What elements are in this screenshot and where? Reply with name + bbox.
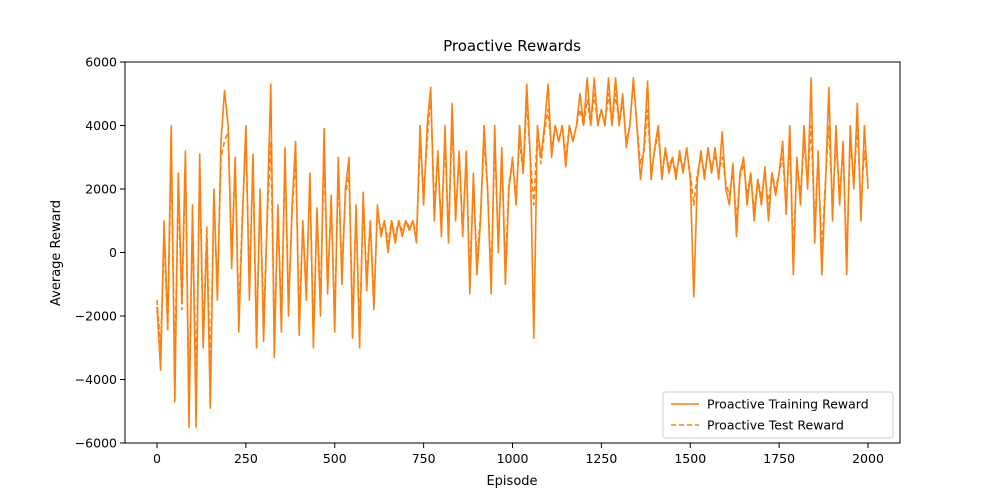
legend-label-training: Proactive Training Reward — [707, 397, 869, 412]
x-tick-label: 1250 — [585, 451, 617, 466]
x-axis-label: Episode — [486, 474, 537, 489]
x-tick-label: 500 — [323, 451, 347, 466]
legend-label-test: Proactive Test Reward — [707, 418, 844, 433]
x-tick-label: 1000 — [497, 451, 529, 466]
y-axis-label: Average Reward — [49, 200, 64, 306]
series-line-test — [156, 80, 869, 397]
y-tick-label: 6000 — [85, 55, 117, 70]
y-tick-label: 4000 — [85, 118, 117, 133]
y-tick-label: −4000 — [75, 372, 117, 387]
x-tick-label: 1500 — [674, 451, 706, 466]
chart-title: Proactive Rewards — [443, 37, 581, 55]
series-line-training — [156, 77, 869, 428]
legend-box — [662, 391, 894, 439]
plot-area — [156, 77, 869, 428]
y-tick-label: −2000 — [75, 309, 117, 324]
axes: 0 250 500 750 1000 1250 1500 1750 2000 −6000 −4000… — [75, 55, 901, 466]
y-tick-label: 2000 — [85, 182, 117, 197]
x-tick-label: 250 — [234, 451, 258, 466]
x-tick-label: 2000 — [852, 451, 884, 466]
y-tick-label: −6000 — [75, 436, 117, 451]
x-tick-label: 750 — [412, 451, 436, 466]
x-tick-label: 0 — [153, 451, 161, 466]
y-tick-label: 0 — [109, 245, 117, 260]
legend: Proactive Training Reward Proactive Test … — [662, 391, 894, 439]
x-tick-label: 1750 — [763, 451, 795, 466]
